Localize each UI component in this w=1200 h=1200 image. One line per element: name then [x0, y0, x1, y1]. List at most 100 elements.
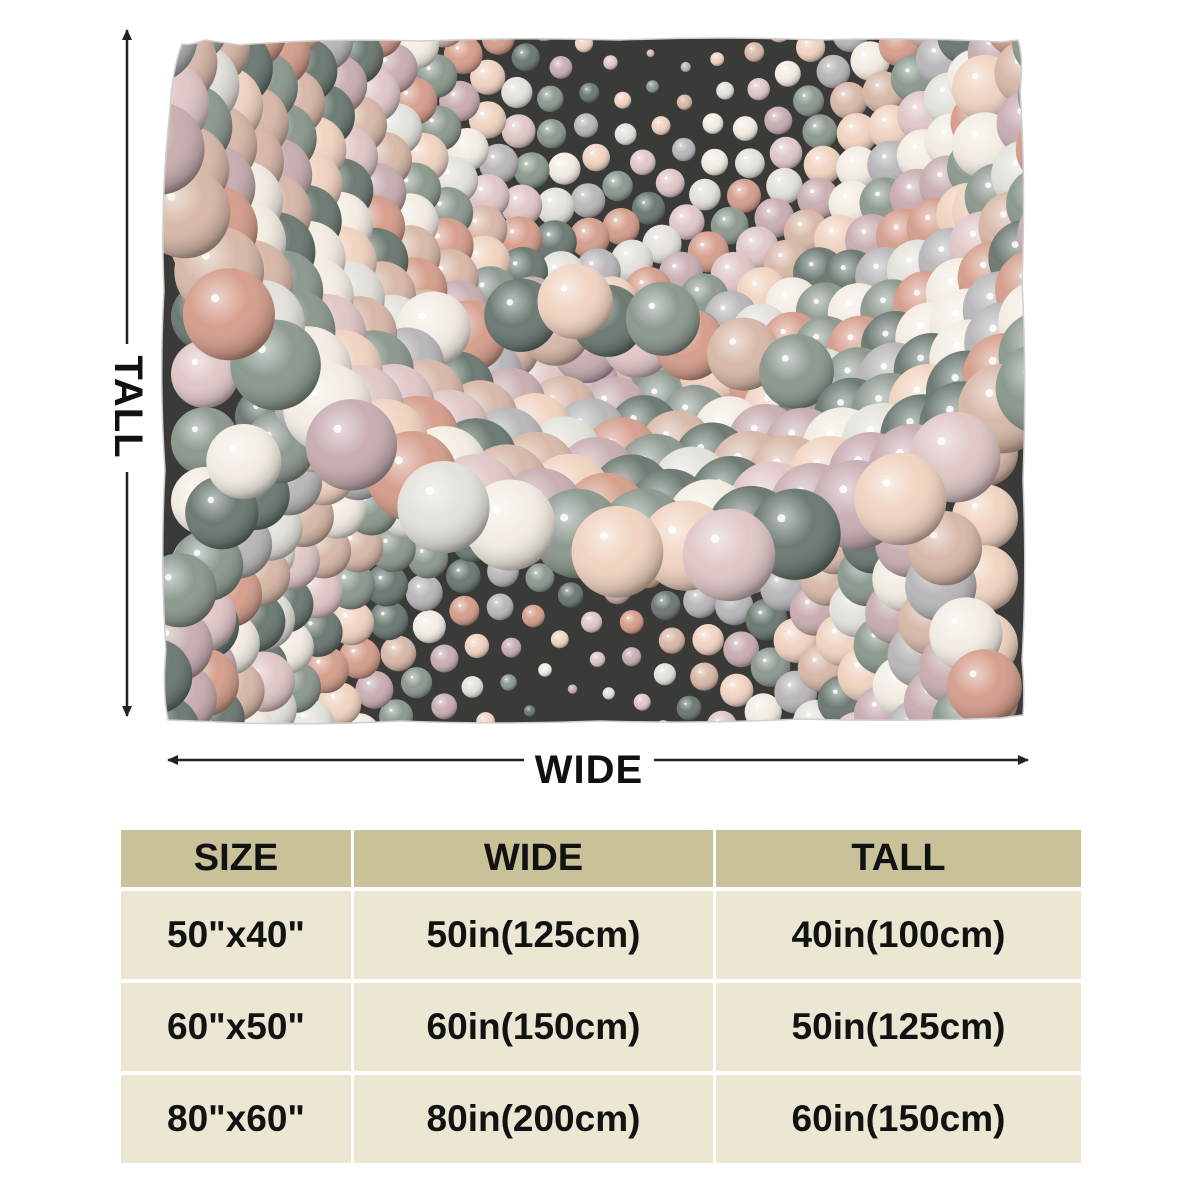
- sphere: [1086, 0, 1169, 56]
- header-wide: WIDE: [354, 830, 716, 887]
- sphere: [598, 0, 614, 14]
- sphere: [579, 82, 600, 103]
- sphere: [651, 116, 671, 136]
- sphere: [500, 184, 543, 227]
- sphere: [1125, 86, 1200, 178]
- sphere: [602, 687, 615, 700]
- sphere: [619, 610, 644, 634]
- sphere: [405, 574, 443, 612]
- sphere: [1031, 254, 1118, 341]
- sphere: [132, 783, 207, 800]
- sphere: [501, 76, 533, 109]
- sphere: [571, 505, 664, 598]
- sphere: [367, 739, 404, 776]
- sphere: [797, 177, 840, 220]
- sphere: [830, 81, 868, 120]
- sphere: [854, 453, 947, 546]
- sphere: [732, 116, 758, 141]
- sphere: [676, 94, 693, 110]
- sphere: [161, 102, 205, 195]
- sphere: [1045, 166, 1126, 247]
- sphere: [841, 794, 899, 800]
- sphere: [809, 0, 841, 29]
- sphere: [1032, 139, 1109, 216]
- sphere: [548, 152, 581, 185]
- sphere: [379, 699, 414, 724]
- sphere: [630, 149, 656, 176]
- sphere: [1026, 224, 1109, 307]
- sphere: [206, 424, 282, 499]
- sphere: [525, 563, 555, 593]
- sphere: [1015, 112, 1025, 186]
- sphere: [511, 43, 540, 72]
- sphere: [685, 740, 712, 767]
- sphere: [589, 651, 606, 667]
- sphere: [237, 747, 294, 800]
- sphere: [549, 56, 573, 79]
- sphere: [946, 649, 1022, 724]
- sphere: [735, 148, 765, 179]
- row-1-wide: 50in(125cm): [354, 891, 716, 979]
- sphere: [728, 733, 763, 768]
- sphere: [1076, 72, 1158, 154]
- sphere: [377, 0, 426, 35]
- sphere: [479, 143, 519, 184]
- sphere: [796, 38, 826, 63]
- sphere: [431, 693, 458, 720]
- sphere: [1017, 194, 1025, 274]
- sphere: [838, 0, 876, 10]
- sphere: [501, 637, 522, 658]
- sphere: [742, 762, 781, 800]
- sphere: [692, 624, 724, 656]
- sphere: [776, 751, 820, 795]
- sphere: [625, 281, 700, 356]
- sphere: [412, 610, 446, 644]
- sphere: [475, 795, 500, 801]
- sphere: [883, 0, 929, 15]
- sphere: [161, 695, 201, 724]
- sphere: [602, 208, 640, 245]
- sphere: [450, 735, 473, 758]
- sphere: [803, 145, 843, 185]
- sphere: [161, 715, 229, 724]
- sphere: [408, 0, 453, 16]
- sphere: [689, 178, 721, 211]
- row-2-wide: 60in(150cm): [354, 983, 716, 1071]
- sphere: [312, 38, 373, 44]
- row-2-tall: 50in(125cm): [716, 983, 1081, 1071]
- sphere: [503, 0, 533, 21]
- row-3-size: 80"x60": [121, 1075, 354, 1163]
- sphere: [470, 59, 506, 95]
- sphere: [780, 0, 807, 14]
- sphere: [144, 748, 216, 800]
- blanket-edge: [160, 37, 1026, 725]
- row-2-size: 60"x50": [121, 983, 354, 1071]
- sphere: [646, 80, 659, 93]
- sphere: [676, 695, 702, 721]
- header-size: SIZE: [121, 830, 354, 887]
- sphere: [999, 0, 1066, 27]
- sphere: [793, 85, 825, 117]
- sphere: [430, 644, 459, 673]
- sphere: [486, 593, 514, 621]
- sphere: [557, 582, 584, 608]
- sphere: [633, 693, 651, 711]
- sphere: [1061, 225, 1150, 314]
- sphere: [745, 0, 766, 9]
- sphere: [658, 627, 686, 654]
- sphere: [1057, 48, 1135, 126]
- row-3-tall: 60in(150cm): [716, 1075, 1081, 1163]
- sphere: [459, 0, 496, 31]
- sphere: [570, 183, 606, 218]
- sphere: [1037, 0, 1112, 12]
- sphere: [1062, 0, 1141, 33]
- sphere: [674, 787, 703, 800]
- sphere: [569, 217, 610, 258]
- sphere: [161, 38, 212, 41]
- sphere: [161, 638, 193, 715]
- sphere: [763, 719, 805, 724]
- sphere: [400, 796, 435, 801]
- sphere: [1038, 82, 1114, 158]
- sphere: [816, 54, 851, 89]
- sphere: [380, 635, 417, 672]
